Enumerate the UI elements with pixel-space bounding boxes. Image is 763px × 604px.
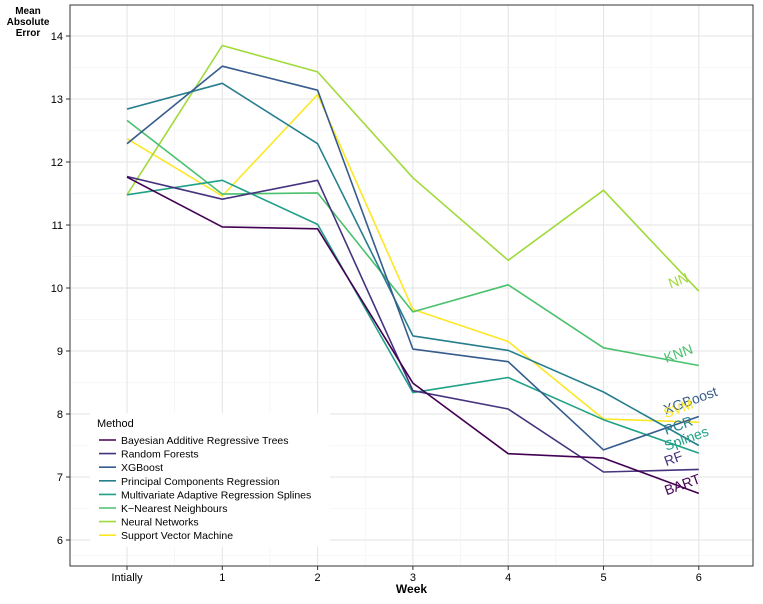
legend-title: Method	[97, 418, 134, 430]
legend-label-knn: K−Nearest Neighbours	[121, 503, 228, 515]
series-lines	[126, 44, 700, 495]
legend-label-pcr: Principal Components Regression	[121, 476, 280, 488]
legend-label-bart: Bayesian Additive Regressive Trees	[121, 435, 289, 447]
legend: Method Bayesian Additive Regressive Tree…	[90, 413, 330, 547]
y-tick-label: 6	[57, 535, 63, 547]
x-tick-label: Intially	[111, 572, 143, 584]
y-axis-title: Mean Absolute Error	[7, 6, 50, 39]
y-tick-label: 13	[51, 94, 63, 106]
x-axis-title: Week	[396, 582, 427, 596]
series-line-nn	[126, 44, 700, 292]
y-tick-label: 12	[51, 157, 63, 169]
y-axis: 6 7 8 9 10 11 12 13 14	[51, 31, 70, 547]
series-line-knn	[126, 119, 699, 367]
y-tick-label: 7	[57, 472, 63, 484]
x-tick-label: 6	[696, 572, 702, 584]
legend-label-xgboost: XGBoost	[121, 462, 163, 474]
y-axis-title-line-3: Error	[16, 28, 41, 39]
panel-border	[69, 4, 754, 567]
series-line-bart	[126, 176, 700, 495]
legend-label-rf: Random Forests	[121, 449, 199, 461]
series-line-splines	[126, 179, 700, 454]
series-line-pcr	[126, 82, 700, 447]
series-line-rf	[126, 175, 699, 473]
legend-label-nn: Neural Networks	[121, 517, 199, 529]
direct-label-bart: BART	[662, 470, 703, 498]
y-axis-title-line-2: Absolute	[7, 17, 50, 28]
y-tick-label: 8	[57, 409, 63, 421]
series-line-xgboost	[126, 65, 700, 451]
y-tick-label: 10	[51, 283, 63, 295]
x-tick-label: 3	[410, 572, 416, 584]
direct-label-rf: RF	[662, 448, 685, 469]
x-tick-label: 2	[315, 572, 321, 584]
legend-background	[90, 413, 330, 547]
x-tick-label: 5	[600, 572, 606, 584]
x-tick-label: 4	[505, 572, 511, 584]
direct-label-nn: NN	[666, 269, 690, 291]
legend-label-splines: Multivariate Adaptive Regression Splines	[121, 489, 311, 501]
y-axis-title-line-1: Mean	[15, 6, 41, 17]
y-tick-label: 14	[51, 31, 63, 43]
legend-label-svm: Support Vector Machine	[121, 530, 233, 542]
x-axis: Intially 1 2 3 4 5 6	[111, 566, 702, 584]
y-tick-label: 11	[52, 220, 63, 232]
y-tick-label: 9	[57, 346, 63, 358]
x-tick-label: 1	[219, 572, 225, 584]
